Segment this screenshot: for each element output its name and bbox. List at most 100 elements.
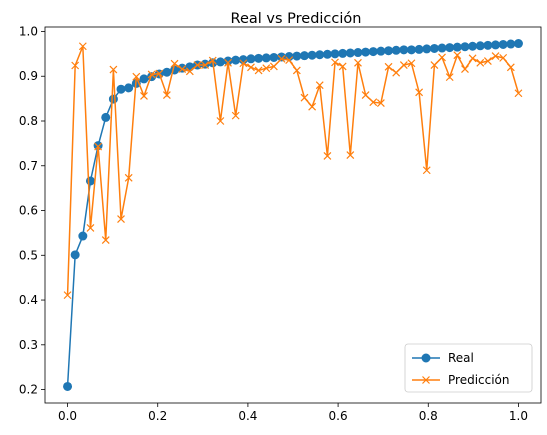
data-point <box>193 61 202 69</box>
data-point <box>308 102 317 111</box>
x-tick-label: 0.0 <box>58 409 77 423</box>
data-point <box>468 54 477 63</box>
data-point <box>101 236 110 244</box>
data-point <box>247 63 255 72</box>
data-point <box>231 55 241 65</box>
data-point <box>468 41 478 51</box>
data-point <box>140 92 148 100</box>
data-point <box>331 58 339 67</box>
data-point <box>354 58 362 67</box>
data-point <box>162 91 171 99</box>
data-point <box>353 48 363 58</box>
data-point <box>224 58 232 67</box>
y-tick-label: 0.9 <box>19 69 38 83</box>
data-point <box>269 62 278 71</box>
data-point <box>139 74 149 84</box>
data-point <box>185 67 194 76</box>
data-point <box>438 53 446 62</box>
data-point <box>63 291 72 300</box>
axes: 0.0 0.2 0.4 0.6 0.8 1.0 0.2 0.3 0.4 0.5 0.6 0.7 0.8 0… <box>19 24 528 423</box>
series-1 <box>63 42 523 300</box>
data-point <box>422 166 431 175</box>
data-point <box>262 64 271 73</box>
data-point <box>506 63 515 72</box>
data-point <box>346 151 355 159</box>
data-point <box>299 51 309 61</box>
legend: Real Predicción <box>404 343 533 393</box>
data-point <box>201 61 210 69</box>
y-tick-label: 0.2 <box>19 383 38 397</box>
data-point <box>361 47 371 57</box>
series-line <box>66 45 520 296</box>
data-point <box>78 231 88 241</box>
data-point <box>376 99 385 108</box>
data-point <box>300 93 309 102</box>
data-point <box>513 39 523 49</box>
data-point <box>491 52 500 61</box>
data-point <box>391 45 401 55</box>
x-tick-label: 0.8 <box>419 409 438 423</box>
data-point <box>70 250 80 260</box>
legend-entry: Real <box>412 351 474 365</box>
data-point <box>437 43 447 53</box>
data-point <box>491 40 501 50</box>
data-point <box>216 117 225 125</box>
data-point <box>322 49 332 59</box>
x-tick-label: 0.6 <box>329 409 348 423</box>
y-tick-label: 0.3 <box>19 338 38 352</box>
data-point <box>101 112 111 122</box>
data-point <box>132 72 141 81</box>
data-point <box>86 224 95 232</box>
y-tick-label: 0.6 <box>19 204 38 218</box>
data-point <box>292 51 302 61</box>
data-point <box>460 42 470 52</box>
data-point <box>231 111 240 120</box>
data-point <box>285 56 294 65</box>
data-point <box>361 91 370 99</box>
x-tick-label: 0.4 <box>238 409 257 423</box>
data-point <box>384 62 393 71</box>
data-point <box>261 53 271 63</box>
data-point <box>117 215 125 223</box>
data-point <box>109 65 118 74</box>
legend-marker <box>421 353 431 363</box>
data-point <box>307 50 317 60</box>
data-point <box>445 73 454 82</box>
data-point <box>345 48 355 58</box>
data-point <box>430 61 439 69</box>
data-point <box>476 58 485 67</box>
data-point <box>246 54 256 64</box>
data-point <box>376 46 386 56</box>
data-point <box>406 45 416 55</box>
data-point <box>71 61 80 70</box>
data-point <box>63 381 73 391</box>
data-point <box>475 41 485 51</box>
y-tick-label: 0.4 <box>19 293 38 307</box>
data-point <box>94 142 103 151</box>
x-tick-label: 1.0 <box>509 409 528 423</box>
data-point <box>506 39 516 49</box>
data-point <box>315 81 324 90</box>
y-tick-label: 1.0 <box>19 24 38 38</box>
y-tick-label: 0.7 <box>19 159 38 173</box>
data-point <box>483 57 492 65</box>
plot-area-frame <box>44 26 542 404</box>
data-point <box>384 46 394 56</box>
data-point <box>124 83 134 93</box>
data-point <box>461 65 469 74</box>
legend-label: Real <box>448 351 474 365</box>
y-tick-label: 0.5 <box>19 248 38 262</box>
legend-entry: Predicción <box>412 373 510 387</box>
data-point <box>445 43 455 53</box>
data-point <box>178 65 187 74</box>
chart-title: Real vs Predicción <box>231 11 362 27</box>
data-point <box>155 69 164 78</box>
data-point <box>277 54 286 63</box>
data-point <box>108 94 118 104</box>
data-point <box>453 51 462 60</box>
data-point <box>215 57 225 67</box>
data-point <box>499 53 508 62</box>
y-tick-label: 0.8 <box>19 114 38 128</box>
